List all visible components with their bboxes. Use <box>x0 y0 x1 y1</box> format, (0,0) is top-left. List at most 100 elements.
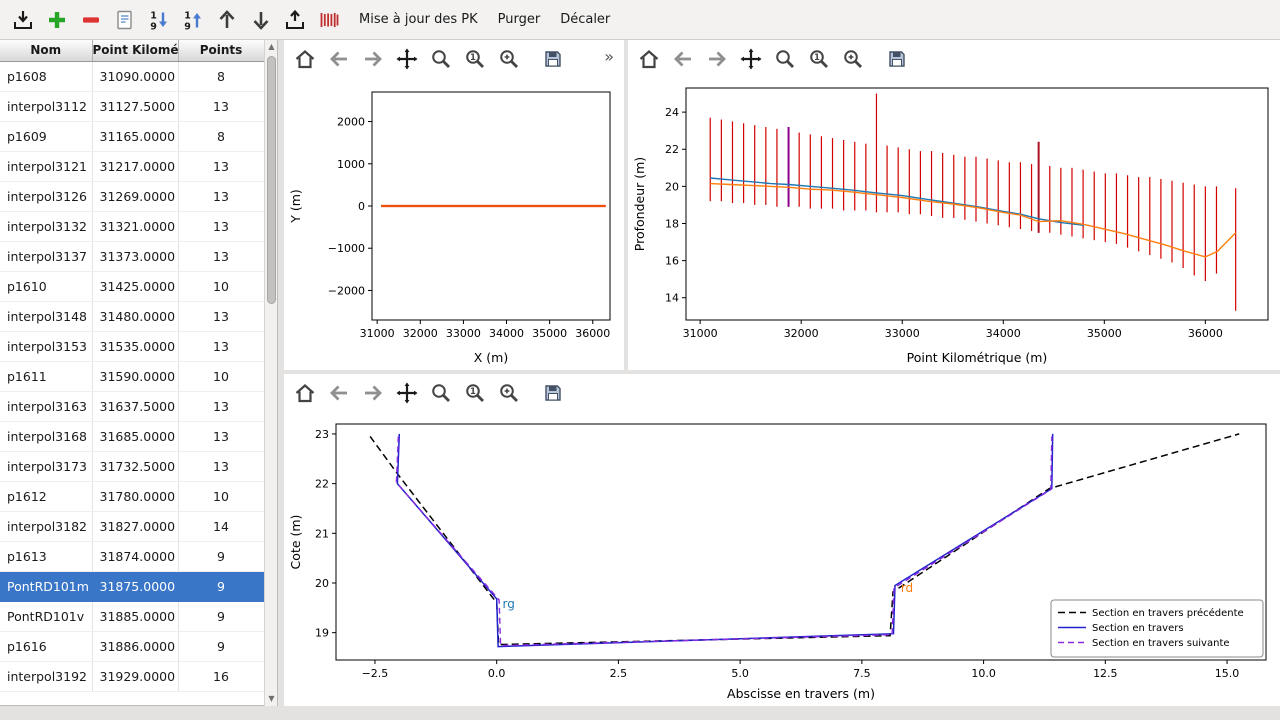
add-icon[interactable] <box>44 7 70 33</box>
save-icon[interactable] <box>884 46 910 72</box>
table-row[interactable]: interpol3163 31637.5000 13 <box>0 391 265 422</box>
cell-nom[interactable]: p1609 <box>0 121 93 152</box>
home-icon[interactable] <box>292 380 318 406</box>
cell-points[interactable]: 13 <box>178 331 265 362</box>
table-scrollbar[interactable]: ▲ ▼ <box>264 40 277 706</box>
mise-a-jour-des-pk-button[interactable]: Mise à jour des PK <box>359 12 478 27</box>
cell-pk[interactable]: 31780.0000 <box>92 481 179 512</box>
cell-nom[interactable]: interpol3148 <box>0 301 93 332</box>
cell-points[interactable]: 9 <box>178 541 265 572</box>
toolbar-overflow-button[interactable]: » <box>604 47 614 66</box>
zoom-one-icon[interactable]: 1 <box>806 46 832 72</box>
table-row[interactable]: p1610 31425.0000 10 <box>0 271 265 302</box>
import-icon[interactable] <box>10 7 36 33</box>
table-row[interactable]: p1612 31780.0000 10 <box>0 481 265 512</box>
cell-nom[interactable]: p1610 <box>0 271 93 302</box>
back-icon[interactable] <box>326 380 352 406</box>
cell-pk[interactable]: 31885.0000 <box>92 601 179 632</box>
cell-nom[interactable]: p1608 <box>0 61 93 92</box>
cell-nom[interactable]: interpol3121 <box>0 151 93 182</box>
cell-nom[interactable]: interpol3182 <box>0 511 93 542</box>
zoom-plus-icon[interactable] <box>496 46 522 72</box>
table-row[interactable]: interpol3112 31127.5000 13 <box>0 91 265 122</box>
table-row[interactable]: interpol3126 31269.0000 13 <box>0 181 265 212</box>
cell-points[interactable]: 8 <box>178 121 265 152</box>
cell-nom[interactable]: p1611 <box>0 361 93 392</box>
cell-pk[interactable]: 31732.5000 <box>92 451 179 482</box>
forward-icon[interactable] <box>360 46 386 72</box>
cell-nom[interactable]: interpol3192 <box>0 661 93 692</box>
cell-pk[interactable]: 31217.0000 <box>92 151 179 182</box>
cell-points[interactable]: 13 <box>178 211 265 242</box>
purger-button[interactable]: Purger <box>497 12 541 27</box>
sections-icon[interactable] <box>316 7 342 33</box>
table-row[interactable]: PontRD101m 31875.0000 9 <box>0 571 265 602</box>
table-row[interactable]: p1616 31886.0000 9 <box>0 631 265 662</box>
cell-pk[interactable]: 31637.5000 <box>92 391 179 422</box>
cell-nom[interactable]: interpol3137 <box>0 241 93 272</box>
cell-points[interactable]: 13 <box>178 301 265 332</box>
scroll-up-icon[interactable]: ▲ <box>268 42 275 51</box>
zoom-icon[interactable] <box>772 46 798 72</box>
zoom-plus-icon[interactable] <box>496 380 522 406</box>
cell-pk[interactable]: 31685.0000 <box>92 421 179 452</box>
cell-pk[interactable]: 31321.0000 <box>92 211 179 242</box>
cell-points[interactable]: 10 <box>178 481 265 512</box>
save-icon[interactable] <box>540 380 566 406</box>
long-profile-chart[interactable]: 31000 32000 33000 34000 35000 36000 14 16 18 20 22… <box>630 78 1280 370</box>
cell-pk[interactable]: 31425.0000 <box>92 271 179 302</box>
cell-nom[interactable]: interpol3132 <box>0 211 93 242</box>
cell-points[interactable]: 13 <box>178 451 265 482</box>
table-row[interactable]: interpol3182 31827.0000 14 <box>0 511 265 542</box>
table-row[interactable]: interpol3148 31480.0000 13 <box>0 301 265 332</box>
pan-icon[interactable] <box>394 46 420 72</box>
cell-nom[interactable]: p1612 <box>0 481 93 512</box>
home-icon[interactable] <box>292 46 318 72</box>
scroll-down-icon[interactable]: ▼ <box>268 694 275 703</box>
table-row[interactable]: interpol3173 31732.5000 13 <box>0 451 265 482</box>
sections-table[interactable]: Nom Point Kilométrique Points p160831090… <box>0 40 265 692</box>
cell-pk[interactable]: 31165.0000 <box>92 121 179 152</box>
back-icon[interactable] <box>326 46 352 72</box>
home-icon[interactable] <box>636 46 662 72</box>
cell-points[interactable]: 13 <box>178 151 265 182</box>
back-icon[interactable] <box>670 46 696 72</box>
save-icon[interactable] <box>540 46 566 72</box>
cell-points[interactable]: 13 <box>178 181 265 212</box>
table-row[interactable]: PontRD101v 31885.0000 9 <box>0 601 265 632</box>
cell-pk[interactable]: 31127.5000 <box>92 91 179 122</box>
column-header-nom[interactable]: Nom <box>0 40 93 62</box>
cell-points[interactable]: 10 <box>178 361 265 392</box>
zoom-plus-icon[interactable] <box>840 46 866 72</box>
cell-pk[interactable]: 31535.0000 <box>92 331 179 362</box>
table-row[interactable]: p1611 31590.0000 10 <box>0 361 265 392</box>
cross-section-chart[interactable]: −2.5 0.0 2.5 5.0 7.5 10.0 12.5 15.0 19 20 21 22 23 Ab… <box>286 412 1280 706</box>
pan-icon[interactable] <box>394 380 420 406</box>
cell-points[interactable]: 16 <box>178 661 265 692</box>
cell-points[interactable]: 13 <box>178 421 265 452</box>
cell-nom[interactable]: interpol3168 <box>0 421 93 452</box>
cell-nom[interactable]: PontRD101m <box>0 571 93 602</box>
cell-points[interactable]: 10 <box>178 271 265 302</box>
cell-points[interactable]: 9 <box>178 571 265 602</box>
pan-icon[interactable] <box>738 46 764 72</box>
cell-points[interactable]: 14 <box>178 511 265 542</box>
table-row[interactable]: interpol3121 31217.0000 13 <box>0 151 265 182</box>
remove-icon[interactable] <box>78 7 104 33</box>
forward-icon[interactable] <box>360 380 386 406</box>
export-icon[interactable] <box>282 7 308 33</box>
cell-points[interactable]: 8 <box>178 61 265 92</box>
move-up-icon[interactable] <box>214 7 240 33</box>
cell-nom[interactable]: interpol3112 <box>0 91 93 122</box>
move-down-icon[interactable] <box>248 7 274 33</box>
cell-pk[interactable]: 31590.0000 <box>92 361 179 392</box>
cell-pk[interactable]: 31373.0000 <box>92 241 179 272</box>
forward-icon[interactable] <box>704 46 730 72</box>
column-header-pk[interactable]: Point Kilométrique <box>92 40 179 62</box>
scrollbar-thumb[interactable] <box>267 56 276 304</box>
cell-nom[interactable]: p1613 <box>0 541 93 572</box>
cell-pk[interactable]: 31886.0000 <box>92 631 179 662</box>
table-row[interactable]: interpol3137 31373.0000 13 <box>0 241 265 272</box>
